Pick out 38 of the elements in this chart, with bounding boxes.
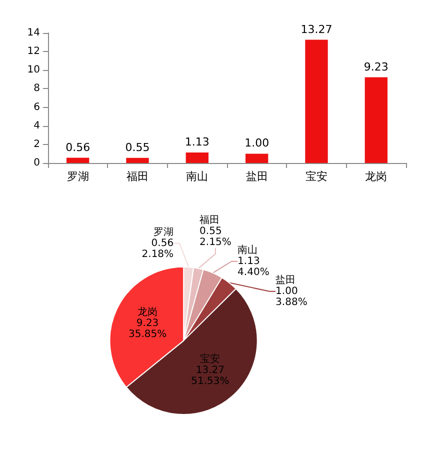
y-tick-label: 0 [34, 158, 40, 168]
data-label: 0.55 [125, 140, 150, 154]
slice-label: 罗湖 [154, 226, 174, 238]
bar [364, 77, 388, 163]
bar [186, 152, 209, 163]
x-tick-label: 南山 [186, 170, 208, 183]
y-tick-label: 12 [27, 46, 40, 58]
data-label: 0.56 [66, 140, 90, 154]
data-label: 0.56 2.18% [142, 238, 174, 260]
data-label: 9.23 35.85% [128, 318, 167, 340]
data-label: 9.23 [364, 60, 388, 74]
slice-label: 龙岗 [138, 306, 158, 318]
data-label: 13.27 [300, 22, 332, 36]
data-label: 1.13 [184, 136, 210, 149]
y-tick-label: 14 [27, 28, 40, 38]
data-label: 0.55 2.15% [200, 226, 232, 248]
bar [245, 154, 268, 163]
bar [305, 40, 328, 163]
x-tick-label: 福田 [126, 170, 148, 183]
data-label: 1.13 4.40% [238, 256, 270, 278]
x-tick-label: 宝安 [306, 170, 328, 183]
x-tick-label: 盐田 [246, 170, 268, 183]
slice-label: 盐田 [276, 274, 296, 286]
bar [126, 158, 149, 163]
x-tick-label: 龙岗 [365, 170, 388, 183]
slice-label: 南山 [238, 244, 258, 256]
y-tick-label: 6 [34, 102, 40, 113]
slice-label: 福田 [200, 214, 220, 226]
y-tick-label: 2 [34, 138, 40, 150]
y-tick-label: 4 [34, 120, 40, 132]
data-label: 1.00 [244, 136, 270, 150]
y-tick-label: 8 [34, 83, 40, 94]
slice-label: 宝安 [200, 352, 220, 365]
y-tick-label: 10 [27, 64, 40, 76]
x-tick-label: 罗湖 [66, 170, 89, 183]
data-label: 1.00 3.88% [276, 286, 308, 308]
bar [66, 158, 90, 163]
data-label: 13.27 51.53% [191, 364, 230, 387]
